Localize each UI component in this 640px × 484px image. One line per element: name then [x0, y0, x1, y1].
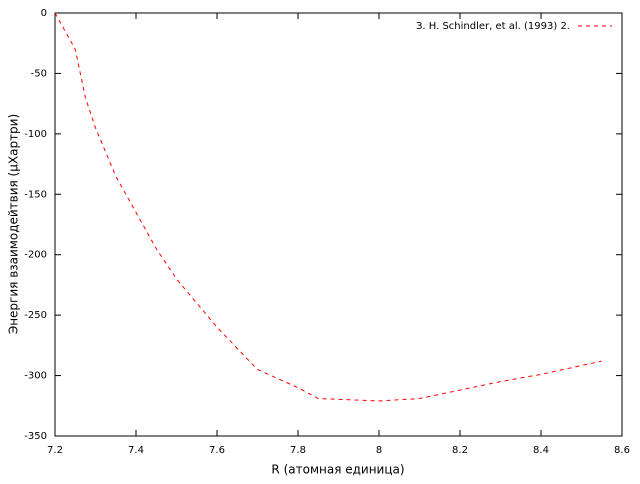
- y-tick-label: -250: [24, 310, 47, 321]
- y-tick-label: -50: [31, 68, 47, 79]
- y-tick-label: -350: [24, 431, 47, 442]
- x-axis-label: R (атомная единица): [271, 463, 404, 477]
- x-tick-label: 7.6: [209, 445, 225, 456]
- plot-frame: [54, 12, 623, 437]
- y-tick-label: -200: [24, 250, 47, 261]
- x-tick-label: 7.4: [128, 445, 144, 456]
- data-line: [54, 12, 602, 402]
- legend-label: З. H. Schindler, et al. (1993) 2.: [416, 21, 570, 32]
- x-tick-label: 8: [376, 445, 382, 456]
- x-tick-label: 8.4: [533, 445, 549, 456]
- y-tick-label: -300: [24, 371, 47, 382]
- x-tick-label: 7.2: [47, 445, 63, 456]
- y-axis-label: Энергия взаимодейтвия (μХартри): [7, 114, 21, 334]
- x-tick-label: 8.2: [452, 445, 468, 456]
- y-tick-label: -100: [24, 129, 47, 140]
- x-tick-label: 8.6: [614, 445, 630, 456]
- y-tick-label: 0: [41, 8, 47, 19]
- y-tick-label: -150: [24, 189, 47, 200]
- x-tick-label: 7.8: [290, 445, 306, 456]
